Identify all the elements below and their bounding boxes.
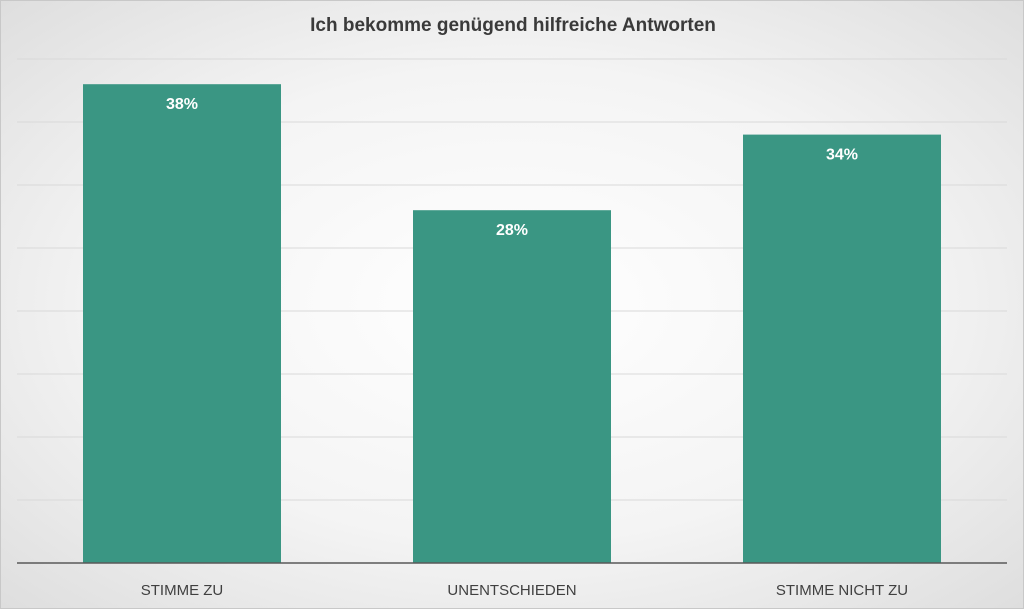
x-tick-label: UNENTSCHIEDEN — [447, 582, 576, 599]
x-tick-label: STIMME ZU — [141, 582, 224, 599]
bar — [83, 84, 281, 563]
data-label: 38% — [166, 96, 198, 113]
data-label: 34% — [826, 147, 858, 164]
x-tick-label: STIMME NICHT ZU — [776, 582, 908, 599]
bar — [413, 210, 611, 563]
chart-title: Ich bekomme genügend hilfreiche Antworte… — [310, 15, 716, 36]
data-label: 28% — [496, 222, 528, 239]
bar — [743, 134, 941, 563]
